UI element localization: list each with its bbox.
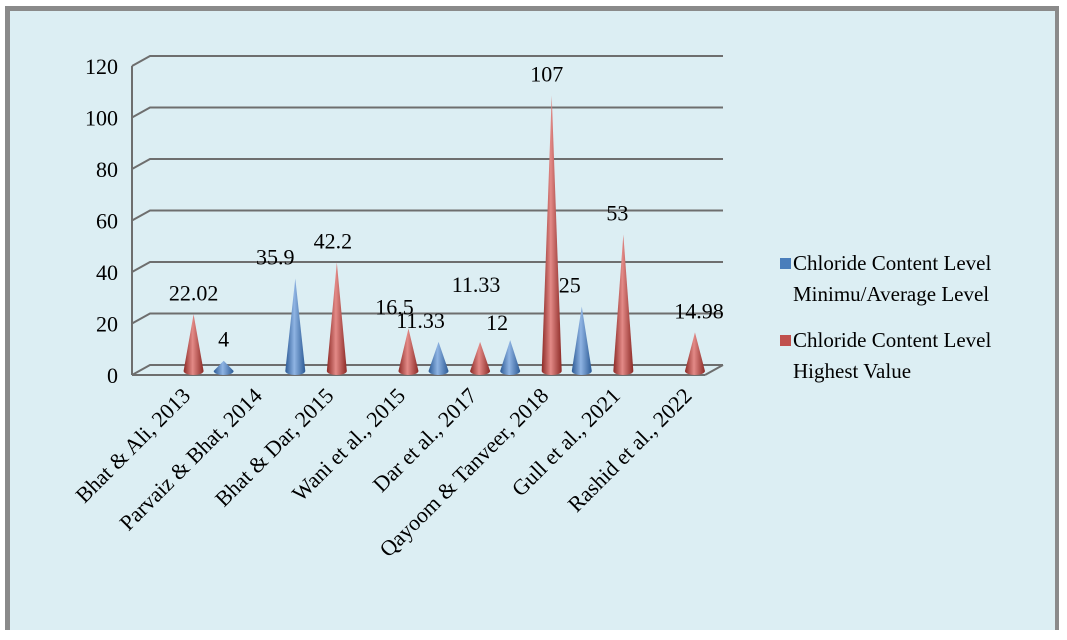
data-labels-layer: 435.911.33 122522.0242.216.511.331075314.…	[169, 61, 724, 351]
legend-label: Minimu/Average Level	[793, 282, 989, 306]
legend-swatch	[780, 258, 791, 269]
gridline	[131, 261, 723, 273]
cone-mark	[470, 341, 491, 375]
grid-layer	[131, 55, 724, 376]
y-tick-label: 120	[85, 54, 118, 79]
data-label: 14.98	[674, 298, 724, 323]
cone-mark	[326, 262, 347, 375]
cone-mark	[613, 234, 634, 375]
floor-right-edge	[704, 364, 724, 376]
x-tick-label: Rashid et al., 2022	[563, 383, 697, 517]
cone-mark	[500, 340, 521, 375]
y-axis-ticks: 0 20 40 60 80 100 120	[85, 54, 118, 388]
gridline	[131, 364, 723, 376]
cone-mark	[285, 278, 306, 375]
y-tick-label: 40	[96, 260, 118, 285]
chart-frame: 0 20 40 60 80 100 120 4 35.9 11.33 12 25 22.02 42.2 1…	[5, 6, 1059, 630]
cone-mark	[684, 332, 705, 375]
y-tick-label: 100	[85, 106, 118, 131]
gridline	[131, 55, 723, 67]
y-tick-label: 0	[107, 363, 118, 388]
cone-mark	[398, 328, 419, 375]
cones-layer	[183, 95, 705, 375]
data-label: 35.9	[256, 245, 295, 270]
legend-label: Highest Value	[793, 359, 911, 383]
data-label: 22.02	[169, 280, 219, 305]
legend-label: Chloride Content Level	[793, 328, 991, 352]
gridline	[131, 209, 723, 222]
data-label: 42.2	[314, 228, 353, 253]
data-label: 12	[486, 310, 508, 335]
data-label: 11.33	[452, 272, 501, 297]
gridline	[131, 106, 723, 119]
cone-mark	[213, 360, 234, 375]
cone-mark	[183, 314, 204, 375]
y-tick-label: 20	[96, 312, 118, 337]
y-tick-label: 80	[96, 157, 118, 182]
cone-mark	[541, 95, 562, 375]
y-tick-label: 60	[96, 209, 118, 234]
legend-swatch	[780, 335, 791, 346]
cone-mark	[428, 341, 449, 375]
data-label: 16.5	[375, 295, 414, 320]
cone-chart: 0 20 40 60 80 100 120 4 35.9 11.33 12 25 22.02 42.2 1…	[70, 54, 991, 562]
gridline	[131, 312, 723, 325]
data-label: 53	[606, 201, 628, 226]
data-label: 11.33	[396, 308, 445, 333]
data-label: 25	[559, 273, 581, 298]
data-label: 107	[530, 61, 563, 86]
legend: Chloride Content Level Minimu/Average Lev…	[780, 251, 991, 383]
gridline	[131, 158, 723, 170]
data-label: 4	[218, 327, 229, 352]
legend-label: Chloride Content Level	[793, 251, 991, 275]
cone-mark	[571, 306, 592, 375]
